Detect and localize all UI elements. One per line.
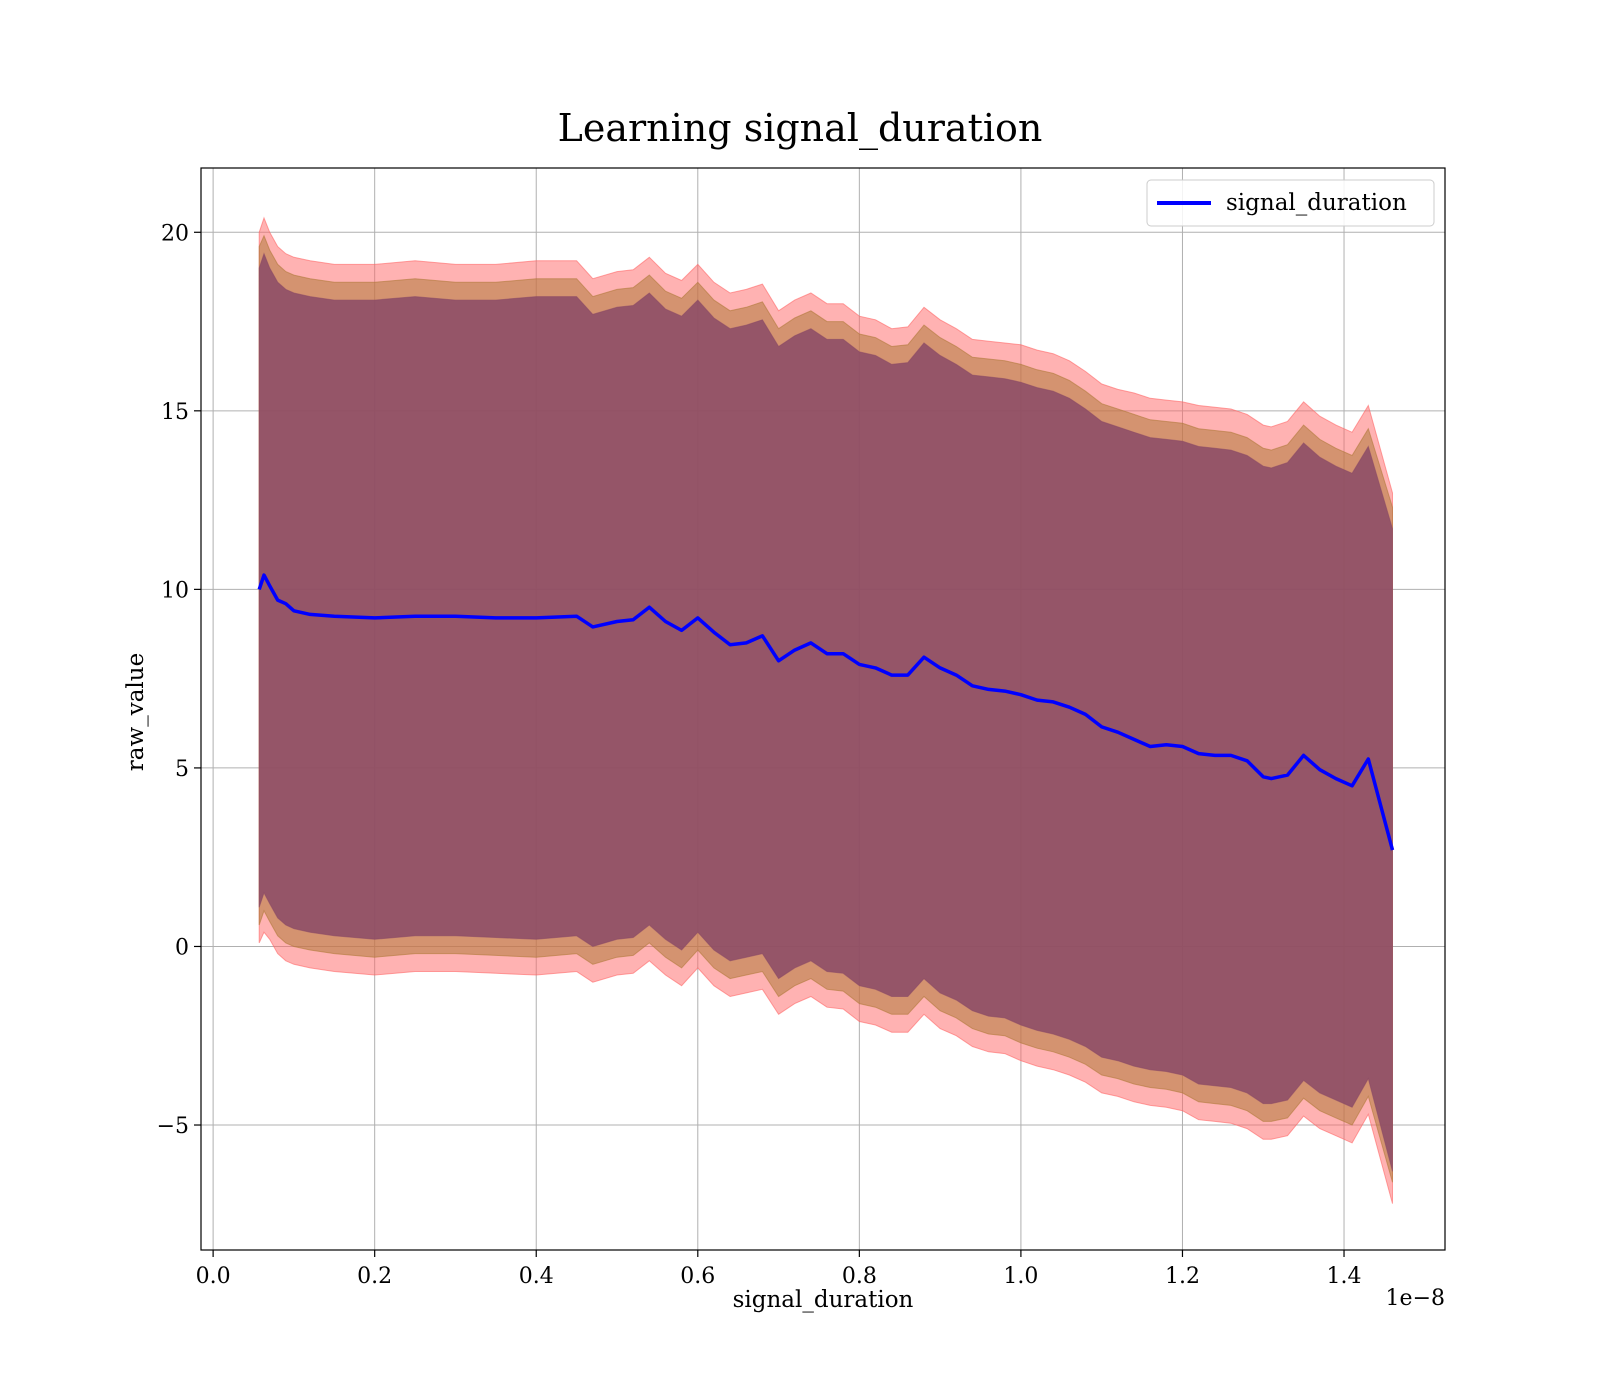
x-tick-label: 0.4 — [519, 1264, 554, 1289]
y-tick-label: 5 — [175, 757, 189, 782]
legend-label-signal-duration: signal_duration — [1226, 190, 1407, 216]
x-axis-title: signal_duration — [733, 1287, 914, 1313]
y-tick-label: 10 — [161, 578, 189, 603]
chart-title: Learning signal_duration — [558, 106, 1043, 151]
x-tick-label: 1.4 — [1327, 1264, 1362, 1289]
x-tick-label: 1.2 — [1165, 1264, 1200, 1289]
series-lines — [257, 573, 1395, 851]
band-inner — [258, 252, 1393, 1172]
x-axis-ticks: 0.0 0.2 0.4 0.6 0.8 1.0 1.2 1.4 — [196, 1250, 1362, 1289]
x-tick-label: 0.6 — [680, 1264, 715, 1289]
y-axis-ticks: −5 0 5 10 15 20 — [157, 221, 201, 1139]
x-tick-label: 0.2 — [357, 1264, 392, 1289]
plot-frame — [200, 167, 1446, 1251]
y-tick-label: 20 — [161, 221, 189, 246]
y-tick-label: 15 — [161, 400, 189, 425]
x-axis-offset-label: 1e−8 — [1386, 1286, 1445, 1311]
x-tick-label: 0.0 — [196, 1264, 231, 1289]
y-tick-label: −5 — [157, 1114, 189, 1139]
legend-box — [1146, 179, 1435, 227]
x-tick-label: 1.0 — [1003, 1264, 1038, 1289]
y-tick-label: 0 — [175, 935, 189, 960]
series-line-signal-duration — [257, 573, 1395, 851]
y-axis-title: raw_value — [123, 653, 149, 771]
legend: signal_duration — [1146, 179, 1435, 227]
confidence-bands — [258, 216, 1393, 1204]
x-tick-label: 0.8 — [842, 1264, 877, 1289]
